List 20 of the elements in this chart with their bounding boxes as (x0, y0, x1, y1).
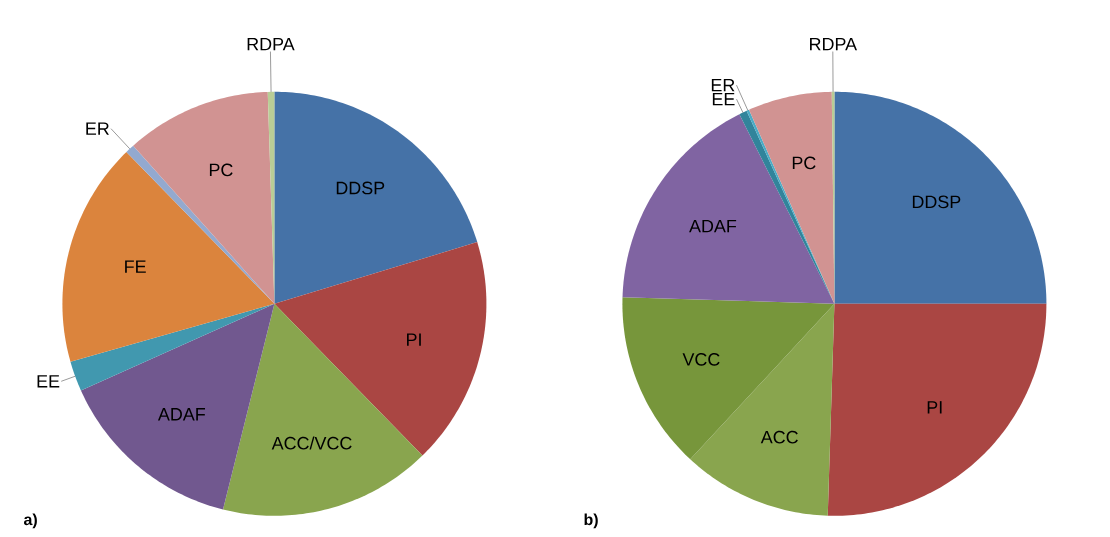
slice-label: PC (792, 156, 816, 170)
slice-label: ADAF (689, 219, 737, 233)
slice-label: PC (209, 163, 233, 177)
slice-label: RDPA (810, 37, 858, 51)
text: a) (23, 513, 37, 529)
slice-label: PI (927, 401, 942, 414)
slice-label: RDPA (247, 38, 295, 51)
text: b) (584, 513, 598, 529)
slice-label: EE (712, 92, 735, 106)
slice-label: DDSP (336, 181, 385, 195)
slice-label: ACC/VCC (271, 436, 352, 450)
slice-label: PI (407, 333, 421, 346)
slice-label: ER (86, 122, 109, 135)
slice-label: FE (125, 260, 146, 273)
slice-label: DDSP (912, 195, 961, 209)
slice-label: EE (37, 375, 60, 388)
slice-label: ADAF (157, 408, 206, 421)
slice-label: ACC (760, 430, 798, 444)
slice-label: ER (711, 78, 735, 92)
slice-label: VCC (682, 353, 720, 366)
